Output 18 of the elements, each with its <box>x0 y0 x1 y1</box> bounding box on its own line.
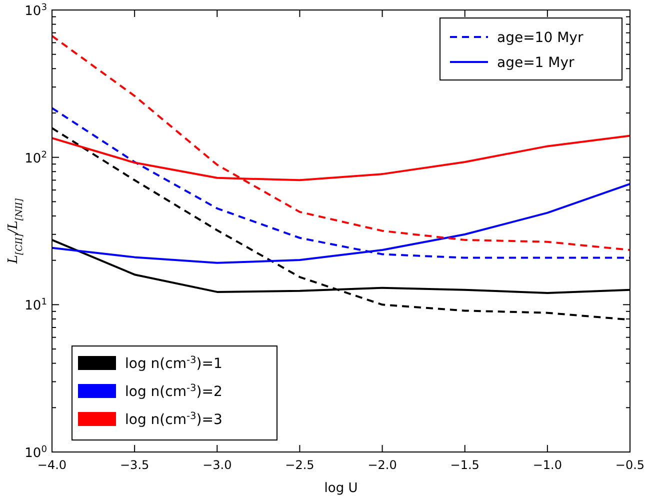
annotation: age=10 Myr <box>497 30 584 46</box>
x-tick-label: −1.0 <box>532 458 562 472</box>
annotation: log n(cm$^{-3}$)=1 <box>125 354 222 372</box>
x-tick-label: −2.0 <box>368 458 397 472</box>
x-tick-label: −3.5 <box>120 458 150 472</box>
y-tick-label: 10$^{2}$ <box>24 150 47 166</box>
x-tick-label: −3.0 <box>202 458 232 472</box>
x-tick-label: −1.5 <box>450 458 480 472</box>
x-tick-label: −4.0 <box>37 458 67 472</box>
annotation: log n(cm$^{-3}$)=2 <box>125 382 222 400</box>
annotation: age=1 Myr <box>497 55 575 71</box>
y-tick-label: 10$^{3}$ <box>24 3 48 19</box>
y-tick-label: 10$^{0}$ <box>24 445 48 461</box>
y-tick-label: 10$^{1}$ <box>24 298 47 314</box>
x-tick-label: −2.5 <box>285 458 314 472</box>
x-tick-label: −0.5 <box>615 458 645 472</box>
annotation: log n(cm$^{-3}$)=3 <box>125 410 222 428</box>
x-axis-title: log U <box>324 481 358 496</box>
